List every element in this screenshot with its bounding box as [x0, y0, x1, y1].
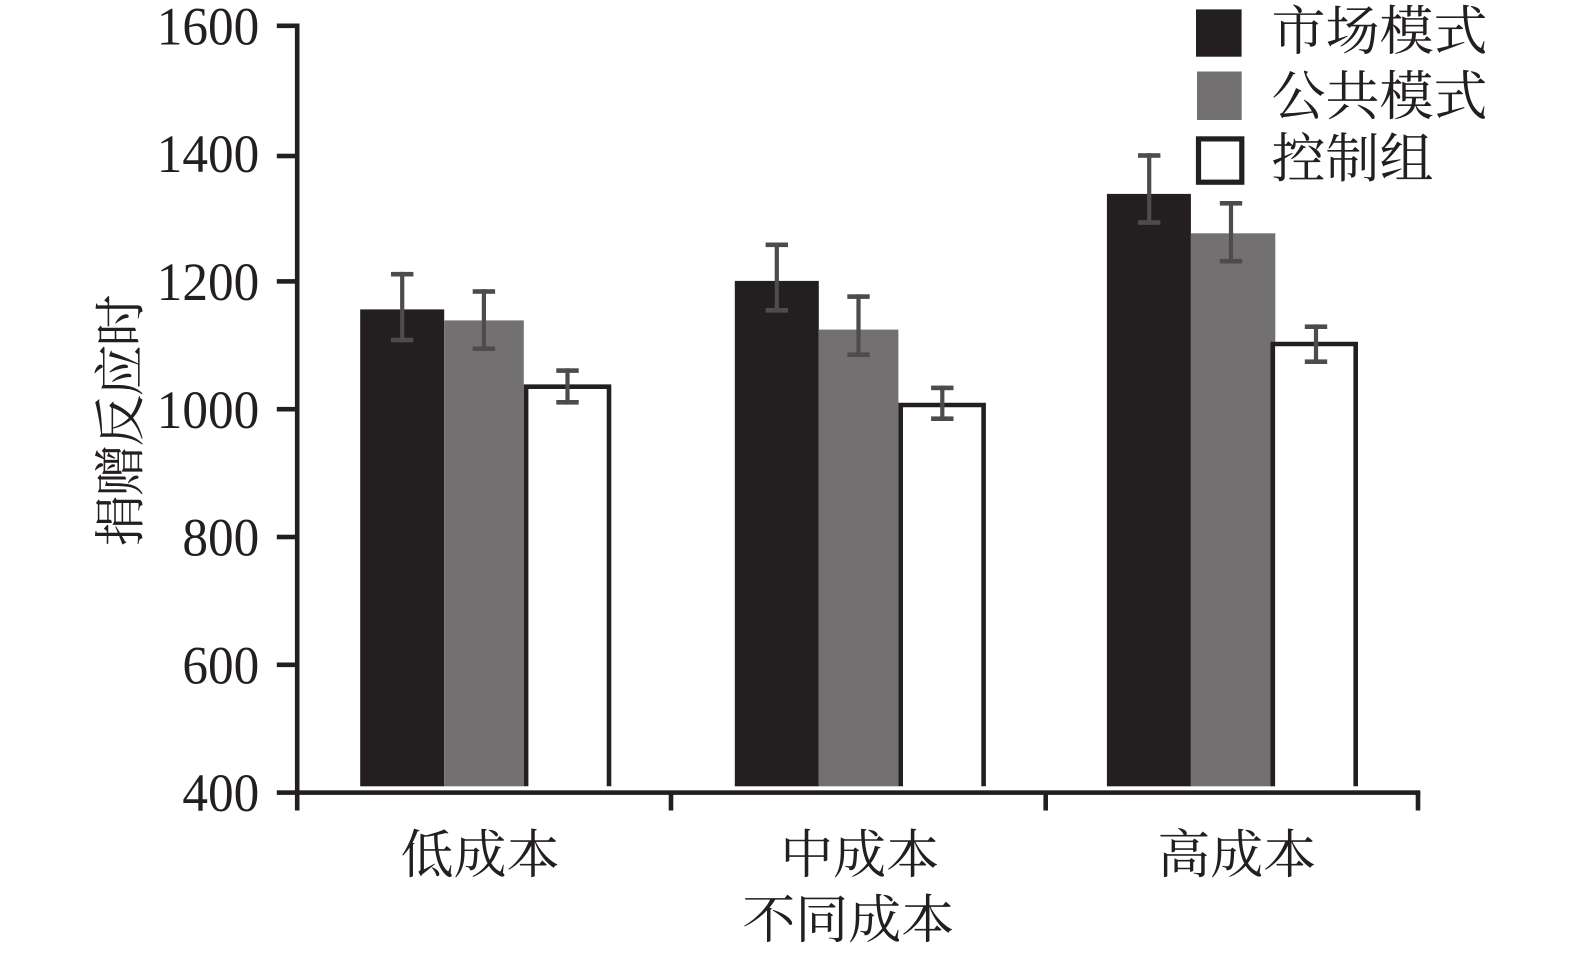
- svg-text:1600: 1600: [157, 0, 260, 56]
- svg-text:400: 400: [182, 762, 259, 823]
- svg-text:1200: 1200: [157, 251, 260, 312]
- svg-text:1000: 1000: [157, 379, 260, 440]
- svg-text:1400: 1400: [157, 123, 260, 184]
- svg-text:600: 600: [182, 634, 259, 695]
- svg-text:800: 800: [182, 507, 259, 568]
